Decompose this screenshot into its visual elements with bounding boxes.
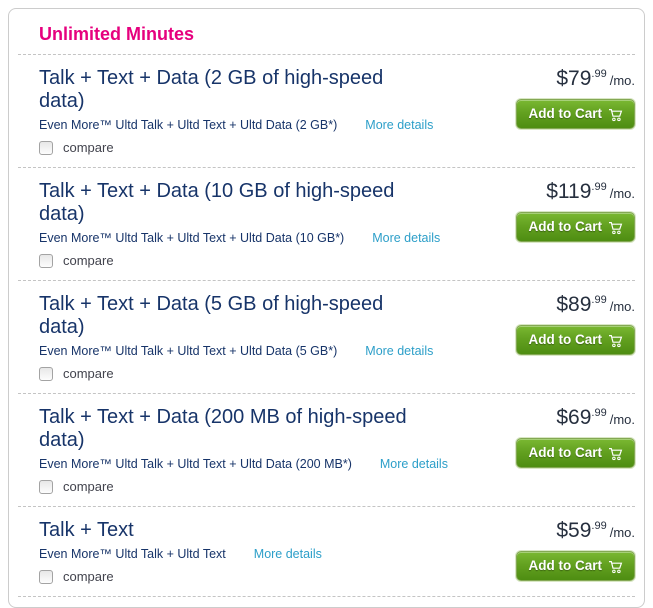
plan-subtitle-text: Even More™ Ultd Talk + Ultd Text [39,547,226,561]
plan-subtitle: Even More™ Ultd Talk + Ultd Text + Ultd … [39,231,440,245]
plan-purchase: $79.99/mo. Add to Cart [515,67,635,130]
plan-title: Talk + Text + Data (5 GB of high-speed d… [39,293,384,338]
add-to-cart-label: Add to Cart [528,332,603,348]
plan-row: Talk + Text + Data (10 GB of high-speed … [9,168,644,280]
price-cents: .99 [591,68,607,80]
more-details-link[interactable]: More details [365,344,434,358]
plan-title: Talk + Text + Data (200 MB of high-speed… [39,406,407,451]
add-to-cart-button[interactable]: Add to Cart [515,551,635,582]
more-details-link[interactable]: More details [372,231,441,245]
plan-price: $59.99/mo. [516,519,635,542]
plan-info: Talk + Text + Data (10 GB of high-speed … [39,180,440,268]
more-details-link[interactable]: More details [379,457,448,471]
price-cents: .99 [591,520,607,532]
compare-label: compare [63,366,114,381]
compare-checkbox[interactable] [39,569,53,584]
plan-purchase: $59.99/mo. Add to Cart [515,519,635,582]
divider [18,506,635,507]
plan-info: Talk + Text + Data (200 MB of high-speed… [39,406,448,494]
price-dollars: $119 [546,180,592,203]
add-to-cart-button[interactable]: Add to Cart [515,438,635,469]
compare-checkbox[interactable] [39,366,53,381]
compare-row: compare [39,253,417,268]
plans-panel: Unlimited Minutes Talk + Text + Data (2 … [8,8,645,608]
price-period: /mo. [609,412,635,427]
price-period: /mo. [609,299,635,314]
price-cents: .99 [591,294,607,306]
price-dollars: $59 [556,519,592,542]
plan-subtitle: Even More™ Ultd Talk + Ultd Text + Ultd … [39,457,448,471]
cart-icon [609,335,623,348]
cart-icon [609,222,623,235]
compare-checkbox[interactable] [39,479,53,494]
plan-price: $69.99/mo. [516,406,635,429]
plan-subtitle: Even More™ Ultd Talk + Ultd Text + Ultd … [39,344,433,358]
compare-row: compare [39,479,417,494]
divider [18,596,635,597]
plan-info: Talk + Text Even More™ Ultd Talk + Ultd … [39,519,417,584]
price-cents: .99 [591,407,607,419]
plan-purchase: $119.99/mo. Add to Cart [515,180,635,243]
plan-subtitle-text: Even More™ Ultd Talk + Ultd Text + Ultd … [39,344,338,358]
add-to-cart-label: Add to Cart [528,558,603,574]
cart-icon [609,109,623,122]
plan-title: Talk + Text + Data (2 GB of high-speed d… [39,67,384,112]
price-period: /mo. [609,73,635,88]
price-dollars: $79 [556,67,592,90]
compare-row: compare [39,366,417,381]
price-period: /mo. [609,525,635,540]
compare-label: compare [63,140,114,155]
add-to-cart-button[interactable]: Add to Cart [515,99,635,130]
plan-row: Talk + Text + Data (200 MB of high-speed… [9,394,644,506]
price-dollars: $89 [556,293,592,316]
divider [18,393,635,394]
compare-row: compare [39,569,417,584]
plan-row: Talk + Text Even More™ Ultd Talk + Ultd … [9,507,644,596]
divider [18,54,635,55]
compare-checkbox[interactable] [39,140,53,155]
plan-title: Talk + Text [39,519,134,541]
price-cents: .99 [591,181,607,193]
plan-price: $119.99/mo. [516,180,635,203]
plan-price: $79.99/mo. [516,67,635,90]
plan-purchase: $89.99/mo. Add to Cart [515,293,635,356]
plan-title: Talk + Text + Data (10 GB of high-speed … [39,180,395,225]
plan-subtitle: Even More™ Ultd Talk + Ultd Text + Ultd … [39,118,433,132]
divider [18,280,635,281]
add-to-cart-label: Add to Cart [528,219,603,235]
price-period: /mo. [609,186,635,201]
plan-info: Talk + Text + Data (2 GB of high-speed d… [39,67,433,155]
plan-subtitle-text: Even More™ Ultd Talk + Ultd Text + Ultd … [39,457,352,471]
compare-label: compare [63,569,114,584]
add-to-cart-label: Add to Cart [528,445,603,461]
plan-price: $89.99/mo. [516,293,635,316]
plan-info: Talk + Text + Data (5 GB of high-speed d… [39,293,433,381]
plan-row: Talk + Text + Data (5 GB of high-speed d… [9,281,644,393]
plan-row: Talk + Text + Data (2 GB of high-speed d… [9,55,644,167]
add-to-cart-label: Add to Cart [528,106,603,122]
compare-label: compare [63,253,114,268]
add-to-cart-button[interactable]: Add to Cart [515,212,635,243]
cart-icon [609,448,623,461]
compare-checkbox[interactable] [39,253,53,268]
plan-subtitle-text: Even More™ Ultd Talk + Ultd Text + Ultd … [39,118,338,132]
add-to-cart-button[interactable]: Add to Cart [515,325,635,356]
cart-icon [609,561,623,574]
more-details-link[interactable]: More details [253,547,322,561]
plan-purchase: $69.99/mo. Add to Cart [515,406,635,469]
plan-subtitle: Even More™ Ultd Talk + Ultd Text More det… [39,547,417,561]
plan-subtitle-text: Even More™ Ultd Talk + Ultd Text + Ultd … [39,231,345,245]
divider [18,167,635,168]
compare-label: compare [63,479,114,494]
section-title: Unlimited Minutes [39,24,195,44]
price-dollars: $69 [556,406,592,429]
more-details-link[interactable]: More details [365,118,434,132]
compare-row: compare [39,140,417,155]
